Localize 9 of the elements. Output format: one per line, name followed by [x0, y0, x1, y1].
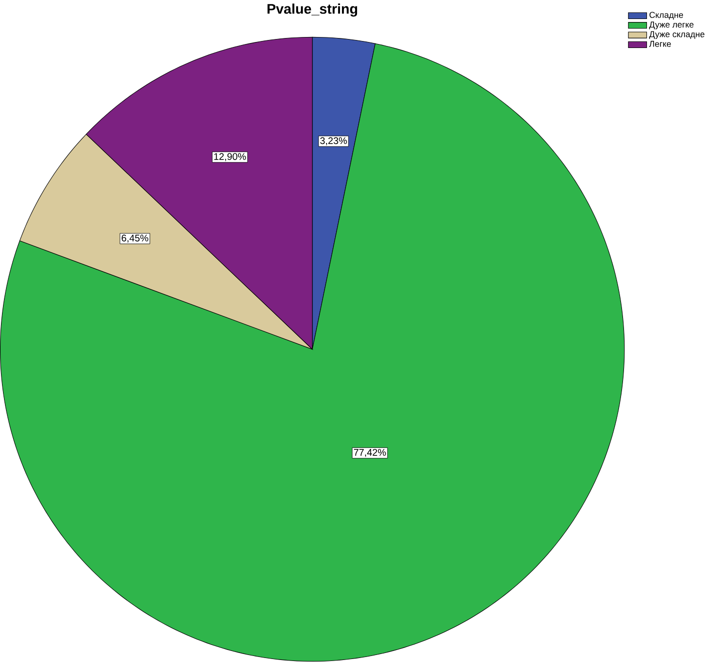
data-label: 77,42%: [354, 449, 386, 458]
legend-label: Легке: [649, 41, 671, 48]
data-label: 6,45%: [122, 234, 148, 243]
data-label: 12,90%: [214, 153, 246, 162]
legend-label: Складне: [650, 12, 684, 20]
chart-title: Pvalue_string: [268, 4, 358, 17]
legend-label: Дуже складне: [649, 31, 704, 40]
data-label: 3,23%: [320, 137, 347, 146]
slice-label: Дуже легке: [649, 22, 694, 30]
